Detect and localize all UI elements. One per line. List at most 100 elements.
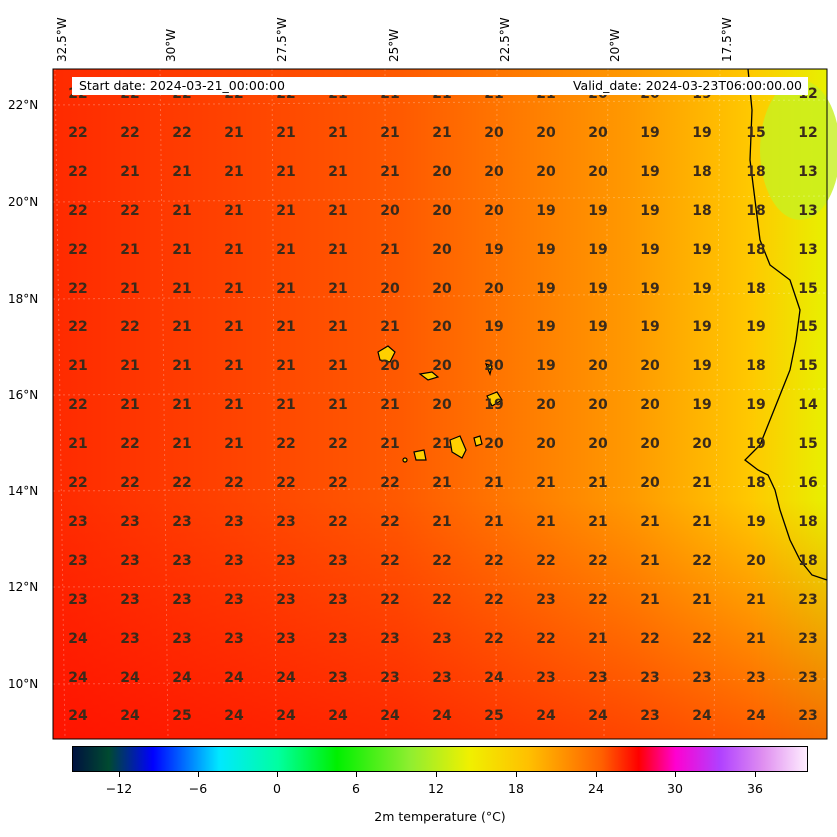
colorbar-tick-mark: [675, 772, 676, 777]
temperature-value: 20: [432, 241, 452, 258]
temperature-value: 22: [380, 591, 400, 608]
temperature-value: 20: [432, 163, 452, 180]
temperature-value: 21: [224, 280, 244, 297]
temperature-value: 21: [432, 513, 452, 530]
temperature-value: 21: [276, 202, 296, 219]
temperature-value: 23: [276, 513, 296, 530]
temperature-value: 21: [172, 163, 192, 180]
temperature-value: 22: [484, 630, 504, 647]
colorbar-tick-label: 24: [588, 781, 604, 796]
colorbar-tick-label: 36: [747, 781, 763, 796]
temperature-value: 20: [484, 436, 504, 453]
temperature-value: 21: [746, 630, 766, 647]
temperature-value: 22: [380, 513, 400, 530]
temperature-value: 21: [328, 397, 348, 414]
temperature-value: 20: [588, 163, 608, 180]
temperature-value: 21: [276, 319, 296, 336]
colorbar-tick-label: 30: [667, 781, 683, 796]
temperature-value: 22: [68, 163, 88, 180]
temperature-value: 23: [172, 552, 192, 569]
temperature-value: 22: [68, 124, 88, 141]
temperature-value: 20: [484, 202, 504, 219]
temperature-value: 20: [432, 358, 452, 375]
temperature-value: 21: [380, 163, 400, 180]
graticule: [52, 68, 828, 740]
temperature-value: 15: [798, 280, 818, 297]
temperature-value: 22: [68, 319, 88, 336]
colorbar-title: 2m temperature (°C): [374, 809, 506, 824]
temperature-value: 23: [746, 669, 766, 686]
colorbar-tick-mark: [516, 772, 517, 777]
temperature-value: 21: [380, 319, 400, 336]
temperature-value: 21: [276, 358, 296, 375]
temperature-value: 25: [172, 708, 192, 725]
temperature-value: 23: [640, 669, 660, 686]
temperature-value: 21: [432, 436, 452, 453]
temperature-value: 20: [432, 280, 452, 297]
cool-coastal-zone: [760, 80, 837, 220]
temperature-value: 24: [276, 669, 296, 686]
cape-verde-islands: [377, 345, 503, 463]
temperature-value: 19: [536, 358, 556, 375]
map-frame: [52, 68, 828, 740]
temperature-value: 22: [68, 280, 88, 297]
temperature-value: 23: [692, 669, 712, 686]
temperature-value: 19: [640, 124, 660, 141]
temperature-value: 22: [536, 630, 556, 647]
temperature-value: 20: [484, 280, 504, 297]
temperature-value: 20: [380, 358, 400, 375]
temperature-value: 23: [380, 669, 400, 686]
temperature-value: 19: [536, 319, 556, 336]
temperature-value: 21: [640, 513, 660, 530]
temperature-value: 22: [120, 202, 140, 219]
temperature-value: 21: [380, 436, 400, 453]
temperature-value: 20: [692, 436, 712, 453]
temperature-value: 19: [692, 124, 712, 141]
temperature-value: 19: [746, 436, 766, 453]
temperature-value: 21: [536, 513, 556, 530]
temperature-value: 22: [692, 630, 712, 647]
colorbar-gradient: [72, 746, 808, 772]
temperature-value: 22: [172, 475, 192, 491]
temperature-value: 21: [120, 397, 140, 414]
temperature-value: 23: [328, 669, 348, 686]
temperature-value: 21: [172, 397, 192, 414]
temperature-value: 21: [692, 591, 712, 608]
lat-label: 22°N: [8, 98, 39, 112]
temperature-value: 22: [380, 475, 400, 491]
temperature-value: 23: [640, 708, 660, 725]
temperature-value: 23: [172, 591, 192, 608]
temperature-value: 18: [798, 552, 818, 569]
temperature-value: 24: [432, 708, 452, 725]
temperature-value: 21: [328, 124, 348, 141]
temperature-value: 20: [484, 163, 504, 180]
temperature-value: 23: [798, 630, 818, 647]
temperature-value: 22: [120, 319, 140, 336]
temperature-value: 23: [224, 513, 244, 530]
temperature-value: 21: [484, 475, 504, 491]
temperature-value: 22: [328, 513, 348, 530]
temperature-value: 21: [328, 163, 348, 180]
temperature-value: 19: [692, 358, 712, 375]
temperature-value: 22: [328, 475, 348, 491]
lon-label: 30°W: [164, 28, 178, 62]
temperature-value: 18: [746, 358, 766, 375]
lat-label: 20°N: [8, 195, 39, 209]
temperature-value: 19: [640, 163, 660, 180]
coastline: [744, 68, 828, 581]
colorbar-tick-label: −12: [105, 781, 133, 796]
temperature-value: 20: [432, 397, 452, 414]
temperature-value: 15: [798, 436, 818, 453]
temperature-value: 21: [380, 124, 400, 141]
temperature-value: 22: [588, 591, 608, 608]
temperature-value: 19: [692, 241, 712, 258]
colorbar-tick-label: 18: [508, 781, 524, 796]
island-sao-nicolau: [418, 371, 440, 381]
temperature-value: 23: [328, 552, 348, 569]
temperature-value: 18: [746, 280, 766, 297]
temperature-value: 20: [380, 202, 400, 219]
temperature-value: 15: [798, 319, 818, 336]
lat-label: 14°N: [8, 484, 39, 498]
colorbar-tick-label: −6: [188, 781, 208, 796]
temperature-value: 20: [640, 436, 660, 453]
